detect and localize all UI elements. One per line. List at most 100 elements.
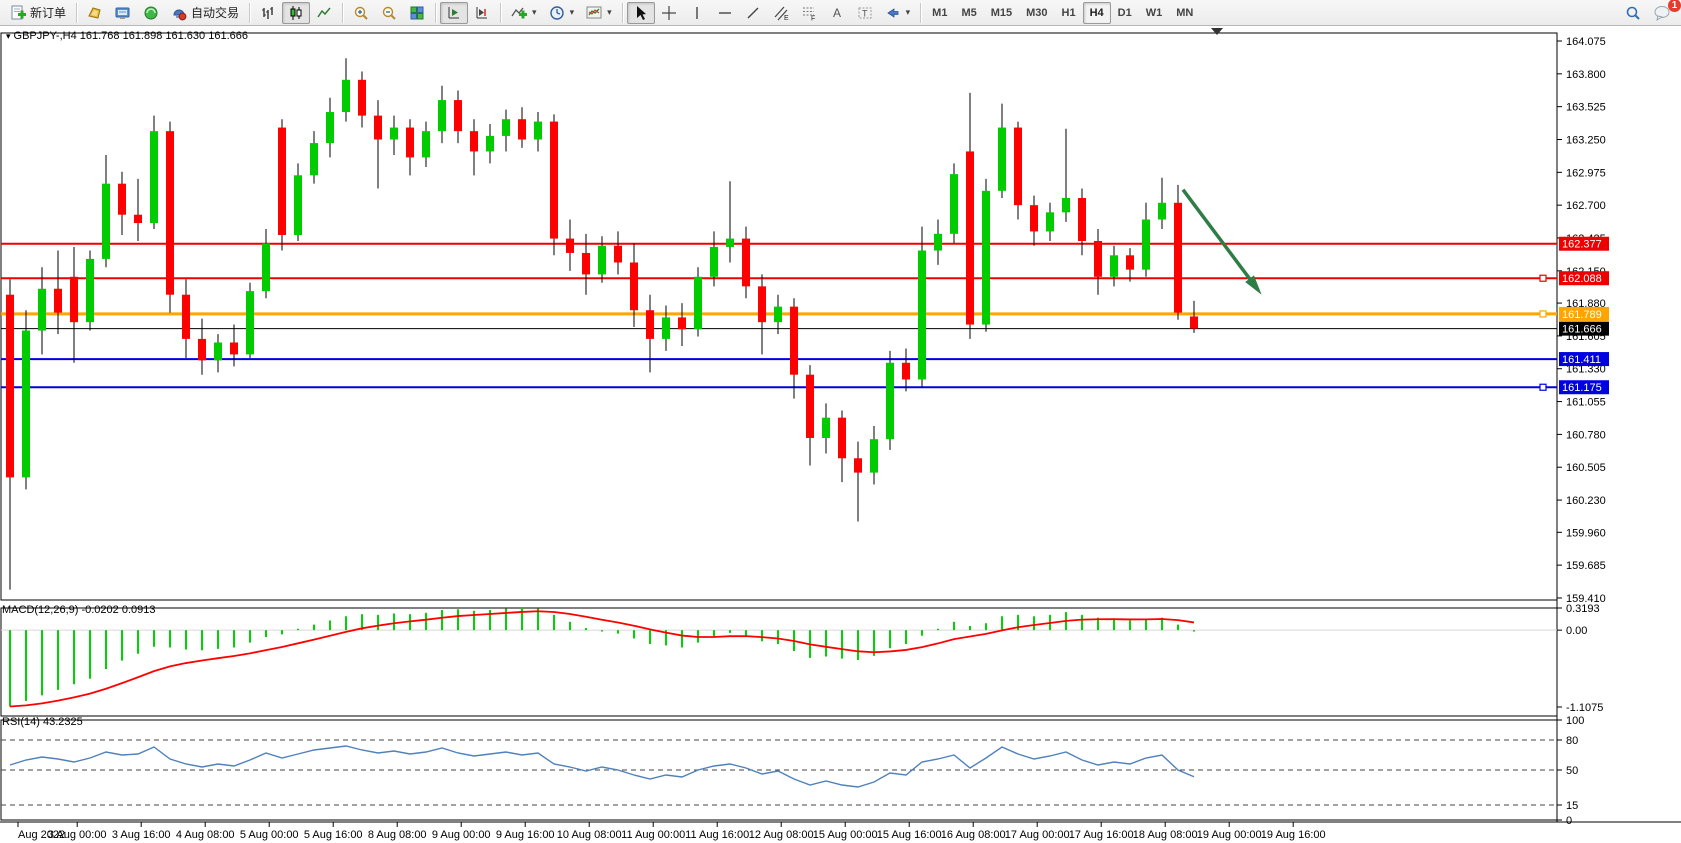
price-tick-label: 160.780 [1566, 429, 1606, 441]
timeframe-button-m30[interactable]: M30 [1026, 6, 1048, 19]
dropdown-caret: ▾ [532, 7, 537, 17]
timeframe-button-m1[interactable]: M1 [932, 6, 948, 19]
price-tag-161.789 [1559, 306, 1609, 321]
periods-button[interactable]: ▾ [543, 2, 581, 24]
rsi-tick-label: 100 [1566, 715, 1584, 727]
trendline-button[interactable] [739, 2, 767, 24]
candle-body [38, 288, 46, 331]
periods-icon [549, 5, 565, 21]
chat-icon [1653, 5, 1671, 21]
time-tick-label: 5 Aug 16:00 [304, 829, 363, 841]
timeframe-button-w1[interactable]: W1 [1145, 6, 1163, 19]
rsi-line [9, 745, 1195, 788]
chat-button[interactable]: 1 [1647, 0, 1681, 24]
vertical-line-button[interactable] [683, 2, 711, 24]
rsi-tick-label: 80 [1566, 735, 1578, 747]
candle-body [630, 262, 638, 311]
text-label-button[interactable]: T [851, 2, 879, 24]
macd-indicator-header: MACD(12,26,9) -0.0202 0.0913 [2, 604, 156, 616]
line-handle[interactable] [1539, 383, 1547, 391]
candle-body [982, 190, 990, 325]
timeframe-button-m15[interactable]: M15 [990, 6, 1013, 19]
text-button[interactable]: A [823, 2, 851, 24]
price-tag-161.666 [1559, 321, 1609, 336]
separator [342, 2, 344, 23]
timeframe-button-h4[interactable]: H4 [1082, 1, 1111, 24]
chart-menu-arrow-icon[interactable]: ▾ [6, 31, 11, 41]
svg-text:A: A [833, 6, 841, 20]
dropdown-caret: ▾ [569, 7, 575, 17]
candle-body [950, 174, 958, 234]
candle-body [246, 291, 254, 355]
time-tick-label: 12 Aug 08:00 [749, 829, 814, 841]
auto-scroll-button[interactable] [440, 1, 469, 24]
candle-body [838, 417, 846, 459]
line-chart-button[interactable] [310, 2, 338, 24]
candle-body [1014, 127, 1022, 206]
time-tick-label: 3 Aug 00:00 [48, 829, 107, 841]
chart-shift-marker[interactable] [1211, 28, 1223, 35]
svg-text:T: T [862, 8, 868, 18]
autotrade-label: 自动交易 [191, 6, 240, 20]
fibonacci-button[interactable]: F [795, 2, 823, 24]
rsi-tick-label: 0 [1566, 815, 1572, 827]
candle-body [1078, 198, 1086, 241]
arrow-annotation[interactable] [1181, 188, 1260, 291]
toolbar: 新订单 自动交易 [0, 0, 1681, 26]
candle-body [390, 127, 398, 140]
macd-tick-label: -1.1075 [1566, 702, 1603, 714]
navigator-button[interactable] [137, 2, 165, 24]
chart-shift-button[interactable] [468, 2, 496, 24]
candle-body [1142, 219, 1150, 270]
price-tick-label: 162.700 [1566, 200, 1606, 212]
bar-chart-button[interactable] [254, 2, 282, 24]
time-tick-label: 9 Aug 00:00 [432, 829, 491, 841]
autotrade-button[interactable]: 自动交易 [165, 2, 245, 24]
candle-body [710, 246, 718, 277]
new-order-label: 新订单 [30, 6, 67, 20]
price-tag-label: 162.377 [1562, 239, 1602, 251]
data-window-button[interactable] [109, 2, 137, 24]
candlestick-chart-icon [288, 5, 304, 21]
candle-body [1094, 240, 1102, 277]
zoom-in-button[interactable] [347, 2, 375, 24]
timeframe-button-m5[interactable]: M5 [961, 6, 977, 19]
market-watch-button[interactable] [81, 2, 109, 24]
zoom-in-icon [353, 5, 369, 21]
candle-body [1126, 255, 1134, 270]
templates-button[interactable]: ▾ [580, 2, 618, 24]
zoom-out-button[interactable] [375, 2, 403, 24]
line-handle[interactable] [1539, 274, 1547, 282]
timeframe-button-mn[interactable]: MN [1176, 6, 1194, 19]
crosshair-button[interactable] [655, 2, 683, 24]
macd-tick-label: 0.3193 [1566, 603, 1600, 615]
search-button[interactable] [1619, 2, 1647, 24]
horizontal-line-button[interactable] [711, 2, 739, 24]
indicators-button[interactable]: ▾ [505, 2, 543, 24]
tile-windows-icon [409, 5, 425, 21]
candle-body [278, 127, 286, 236]
rsi-tick-label: 15 [1566, 800, 1578, 812]
candle-body [230, 342, 238, 355]
svg-text:F: F [811, 15, 815, 21]
arrows-button[interactable]: ▾ [879, 2, 917, 24]
cursor-button[interactable] [626, 1, 655, 24]
rsi-indicator-header: RSI(14) 43.2325 [2, 716, 83, 728]
candlestick-chart-button[interactable] [282, 1, 311, 24]
chart-canvas[interactable]: 164.075 163.800 163.525 163.250 162.975 162.7… [0, 26, 1681, 843]
equidistant-channel-button[interactable]: E [767, 2, 795, 24]
time-tick-label: Aug 2022 [18, 829, 65, 841]
candle-body [1174, 202, 1182, 313]
timeframe-button-d1[interactable]: D1 [1117, 6, 1132, 19]
navigator-icon [143, 5, 159, 21]
timeframe-button-h1[interactable]: H1 [1061, 6, 1076, 19]
time-tick-label: 11 Aug 16:00 [685, 829, 749, 841]
line-handle[interactable] [1539, 310, 1547, 318]
candle-body [406, 127, 414, 158]
price-tag-label: 161.175 [1562, 382, 1602, 394]
price-tick-label: 163.250 [1566, 134, 1606, 146]
tile-windows-button[interactable] [403, 2, 431, 24]
candle-body [854, 458, 862, 473]
candle-body [662, 317, 670, 339]
new-order-button[interactable]: 新订单 [4, 2, 72, 24]
